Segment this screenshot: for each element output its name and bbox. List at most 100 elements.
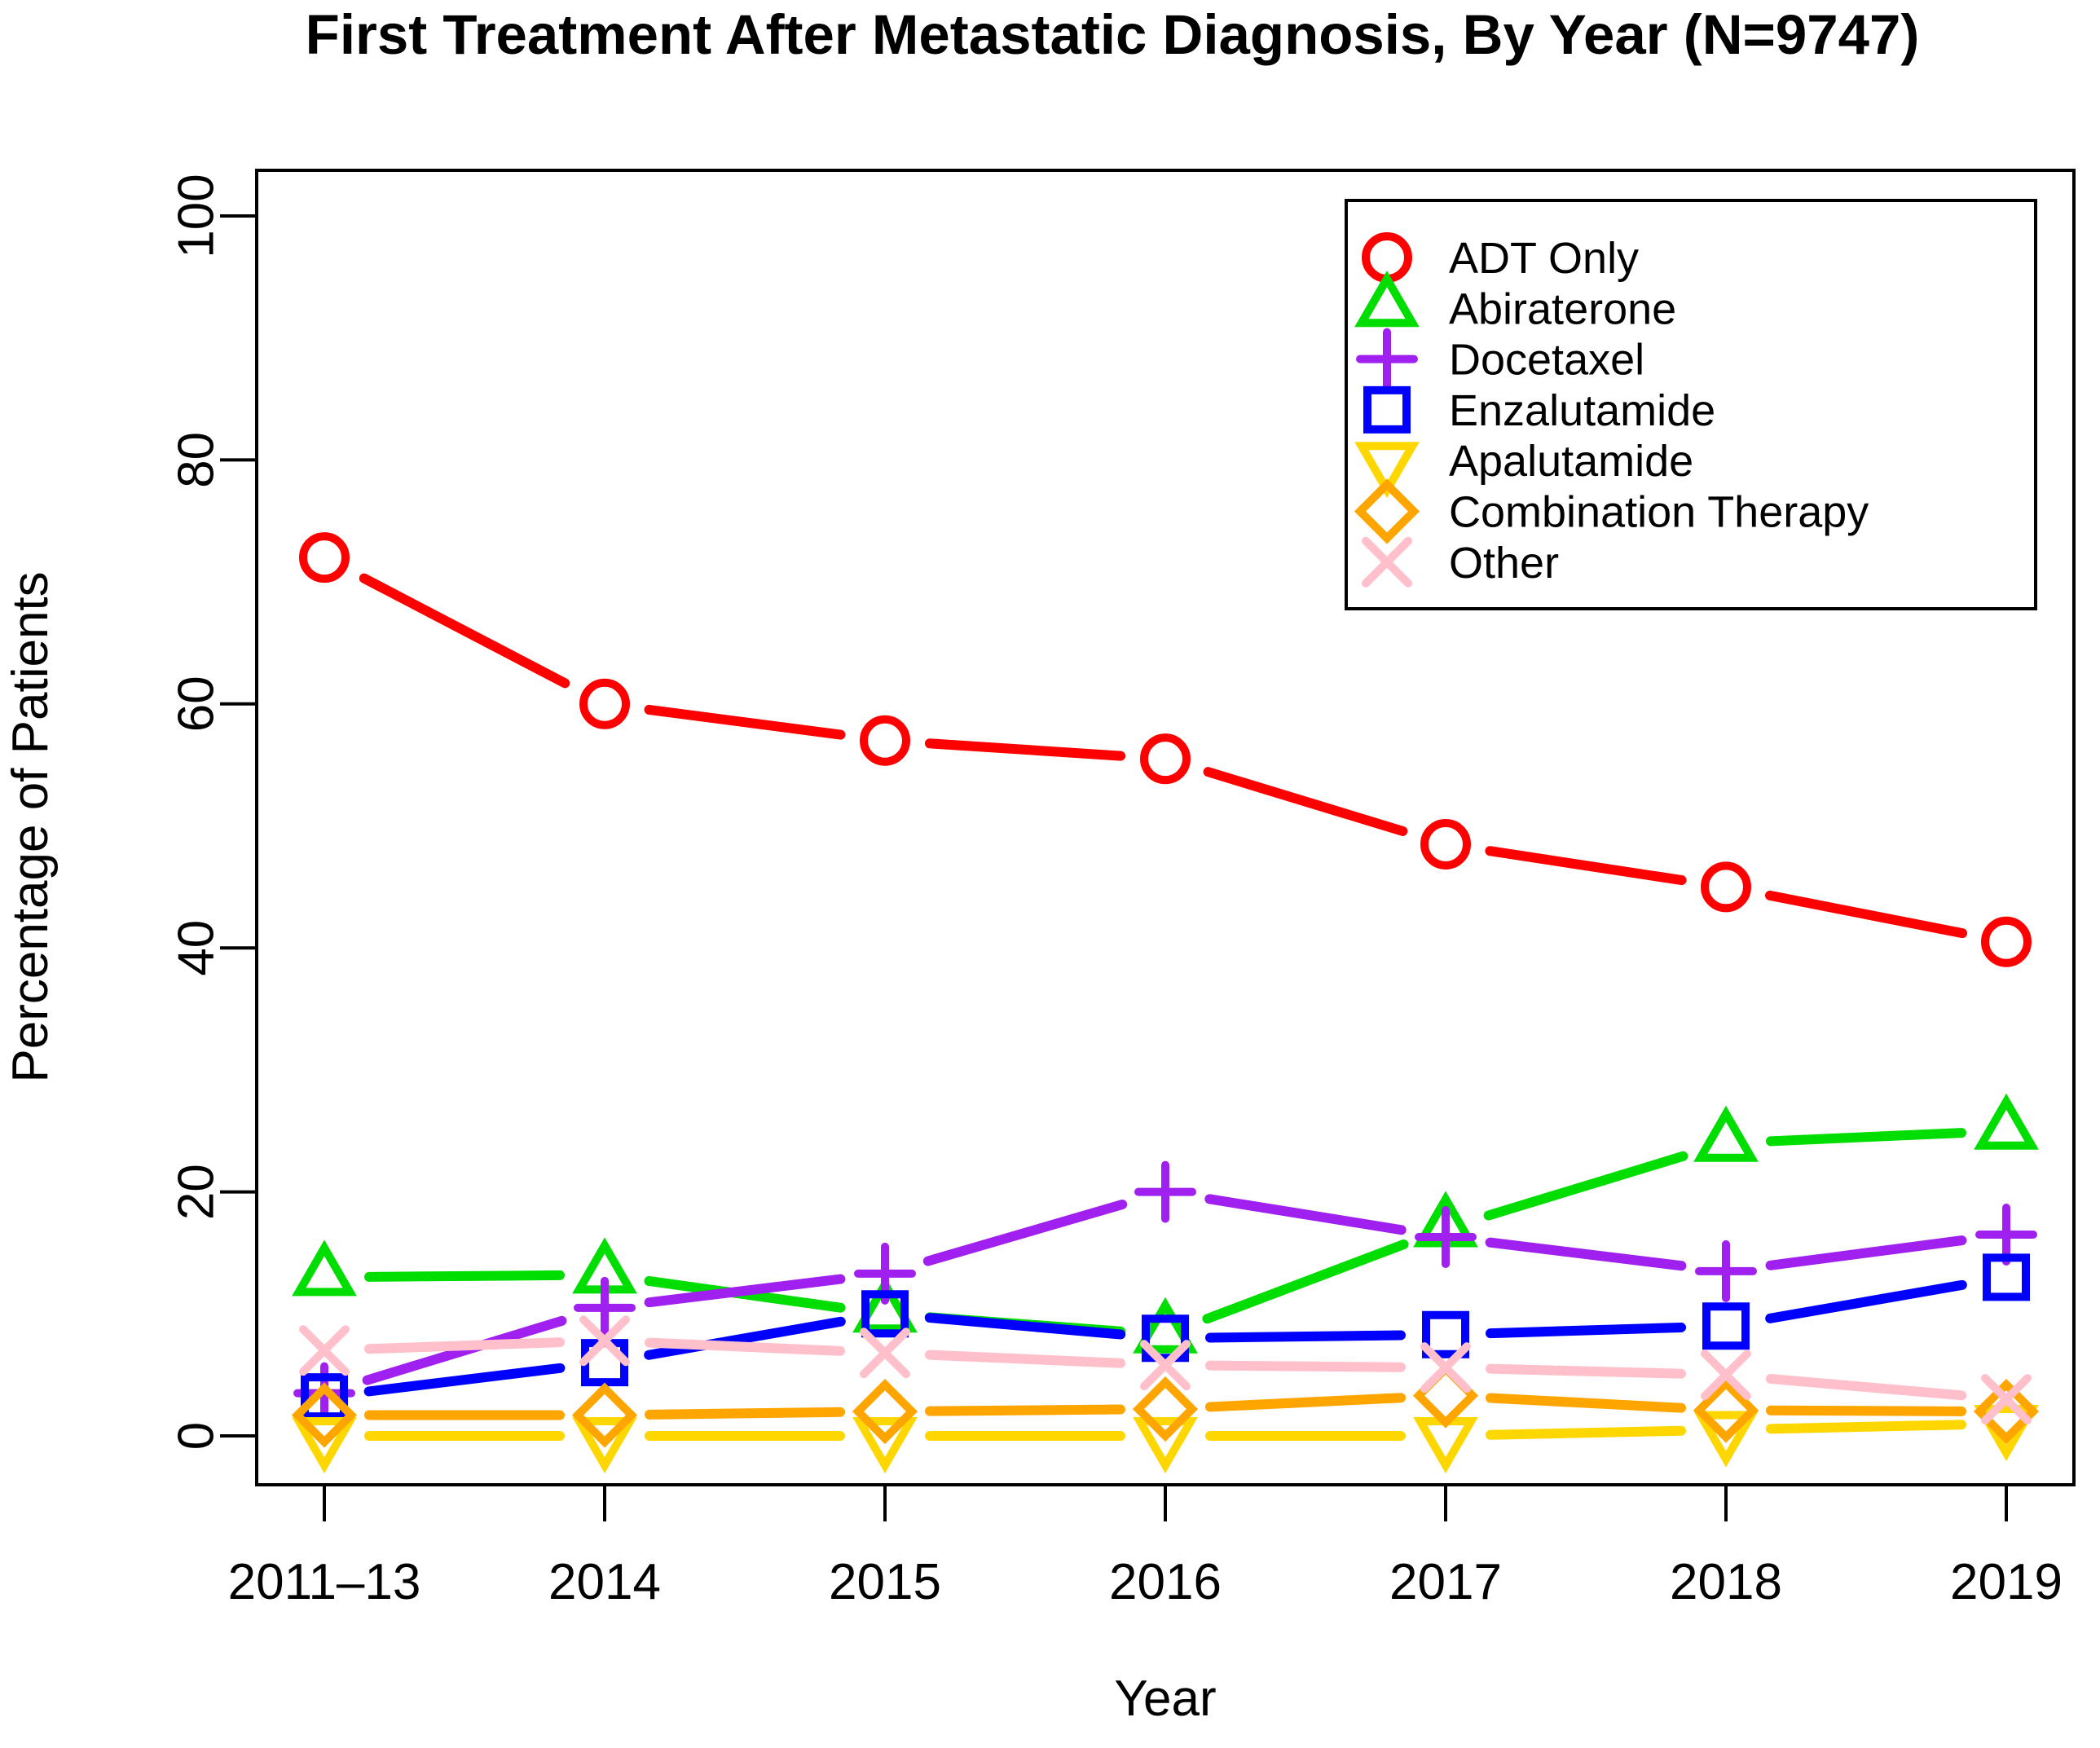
legend-item-6: Other xyxy=(1362,536,1559,588)
series-line-docetaxel xyxy=(1485,1237,1687,1271)
series-line-adt-only xyxy=(1764,890,1968,939)
x-tick-label: 2019 xyxy=(1950,1554,2063,1610)
y-tick-label: 40 xyxy=(169,920,225,976)
x-tick-label: 2011–13 xyxy=(228,1554,421,1610)
data-point-apalutamide xyxy=(292,1417,357,1473)
data-point-other xyxy=(1420,1342,1471,1394)
legend-marker-triangle-up xyxy=(1354,271,1420,328)
legend-item-3: Enzalutamide xyxy=(1363,385,1715,435)
data-point-docetaxel xyxy=(1415,1205,1477,1268)
data-point-other xyxy=(1701,1350,1751,1401)
series-line-docetaxel xyxy=(922,1199,1128,1266)
data-point-apalutamide xyxy=(852,1417,918,1473)
data-point-apalutamide xyxy=(1133,1417,1198,1473)
series-line-apalutamide xyxy=(1765,1420,1967,1434)
series-line-abiraterone xyxy=(363,1270,566,1282)
y-tick-label: 100 xyxy=(169,174,225,258)
series-line-other xyxy=(1204,1360,1407,1372)
data-point-adt-only xyxy=(579,678,630,729)
y-tick-label: 20 xyxy=(169,1164,225,1220)
legend-marker-x xyxy=(1362,536,1412,588)
series-line-adt-only xyxy=(1485,846,1687,886)
series-line-enzalutamide xyxy=(924,1313,1126,1340)
data-point-other xyxy=(1981,1374,2032,1425)
data-point-abiraterone xyxy=(292,1239,357,1297)
series-line-combination-therapy xyxy=(924,1404,1126,1416)
data-point-combination-therapy xyxy=(1412,1363,1479,1429)
data-point-abiraterone xyxy=(1693,1105,1759,1162)
data-point-other xyxy=(579,1315,630,1367)
series-line-docetaxel xyxy=(1765,1235,1967,1270)
legend-item-label: Abiraterone xyxy=(1449,284,1676,333)
data-point-adt-only xyxy=(1420,818,1471,870)
data-point-combination-therapy xyxy=(291,1382,358,1448)
data-point-other xyxy=(1140,1340,1191,1391)
series-abiraterone xyxy=(292,1093,2039,1354)
data-point-adt-only xyxy=(1701,861,1751,913)
legend-item-label: Other xyxy=(1449,539,1559,588)
series-line-docetaxel xyxy=(1204,1194,1407,1235)
data-point-abiraterone xyxy=(852,1276,918,1333)
legend-item-4: Apalutamide xyxy=(1354,437,1693,499)
data-point-enzalutamide xyxy=(1983,1253,2030,1301)
legend-marker-plus xyxy=(1356,328,1418,390)
legend-item-label: Apalutamide xyxy=(1449,437,1693,486)
series-line-enzalutamide xyxy=(644,1316,846,1360)
data-point-docetaxel xyxy=(1975,1203,2037,1266)
series-line-other xyxy=(644,1337,846,1356)
series-line-other xyxy=(924,1350,1126,1368)
series-line-enzalutamide xyxy=(1765,1279,1967,1323)
series-line-enzalutamide xyxy=(1204,1330,1407,1343)
data-point-apalutamide xyxy=(572,1417,637,1473)
series-line-adt-only xyxy=(924,738,1126,761)
data-point-adt-only xyxy=(1140,733,1191,785)
series-line-abiraterone xyxy=(1202,1239,1409,1324)
legend-item-label: ADT Only xyxy=(1449,234,1639,283)
series-line-other xyxy=(363,1337,566,1354)
y-tick-label: 80 xyxy=(169,432,225,488)
legend-marker-triangle-down xyxy=(1354,442,1420,499)
series-other xyxy=(299,1315,2032,1425)
data-point-combination-therapy xyxy=(1693,1377,1759,1443)
data-point-docetaxel xyxy=(1134,1160,1196,1223)
legend-marker-square xyxy=(1363,385,1411,434)
y-axis-title: Percentage of Patients xyxy=(2,571,59,1082)
y-tick-label: 60 xyxy=(169,676,225,732)
data-point-other xyxy=(299,1325,350,1376)
data-point-adt-only xyxy=(1981,916,2032,967)
data-point-combination-therapy xyxy=(1132,1376,1199,1442)
data-point-adt-only xyxy=(299,532,350,583)
legend-item-label: Enzalutamide xyxy=(1449,386,1715,435)
legend-item-5: Combination Therapy xyxy=(1354,478,1869,544)
x-tick-label: 2017 xyxy=(1389,1554,1502,1610)
series-combination-therapy xyxy=(291,1363,2040,1448)
data-point-abiraterone xyxy=(1133,1297,1198,1354)
data-point-adt-only xyxy=(860,715,910,766)
legend-box xyxy=(1345,199,2037,610)
data-point-other xyxy=(860,1328,910,1379)
series-line-combination-therapy xyxy=(644,1407,846,1420)
legend-marker-diamond xyxy=(1354,478,1420,544)
series-line-abiraterone xyxy=(1765,1128,1967,1147)
x-tick-label: 2014 xyxy=(548,1554,661,1610)
series-docetaxel xyxy=(293,1160,2037,1424)
legend: ADT OnlyAbirateroneDocetaxelEnzalutamide… xyxy=(1345,199,2037,610)
data-point-docetaxel xyxy=(574,1276,636,1339)
series-line-docetaxel xyxy=(644,1274,846,1308)
data-point-combination-therapy xyxy=(852,1378,918,1445)
series-adt-only xyxy=(299,532,2032,967)
data-point-docetaxel xyxy=(1695,1239,1757,1302)
legend-item-1: Abiraterone xyxy=(1354,271,1676,333)
series-line-adt-only xyxy=(359,573,570,689)
legend-item-label: Docetaxel xyxy=(1449,336,1644,385)
data-point-combination-therapy xyxy=(571,1382,638,1448)
series-enzalutamide xyxy=(301,1253,2030,1421)
x-tick-label: 2015 xyxy=(829,1554,941,1610)
series-line-adt-only xyxy=(1203,767,1408,836)
x-axis-title: Year xyxy=(1114,1671,1216,1727)
chart-title: First Treatment After Metastatic Diagnos… xyxy=(306,3,1920,66)
data-point-abiraterone xyxy=(1974,1093,2039,1150)
legend-item-0: ADT Only xyxy=(1362,232,1639,283)
